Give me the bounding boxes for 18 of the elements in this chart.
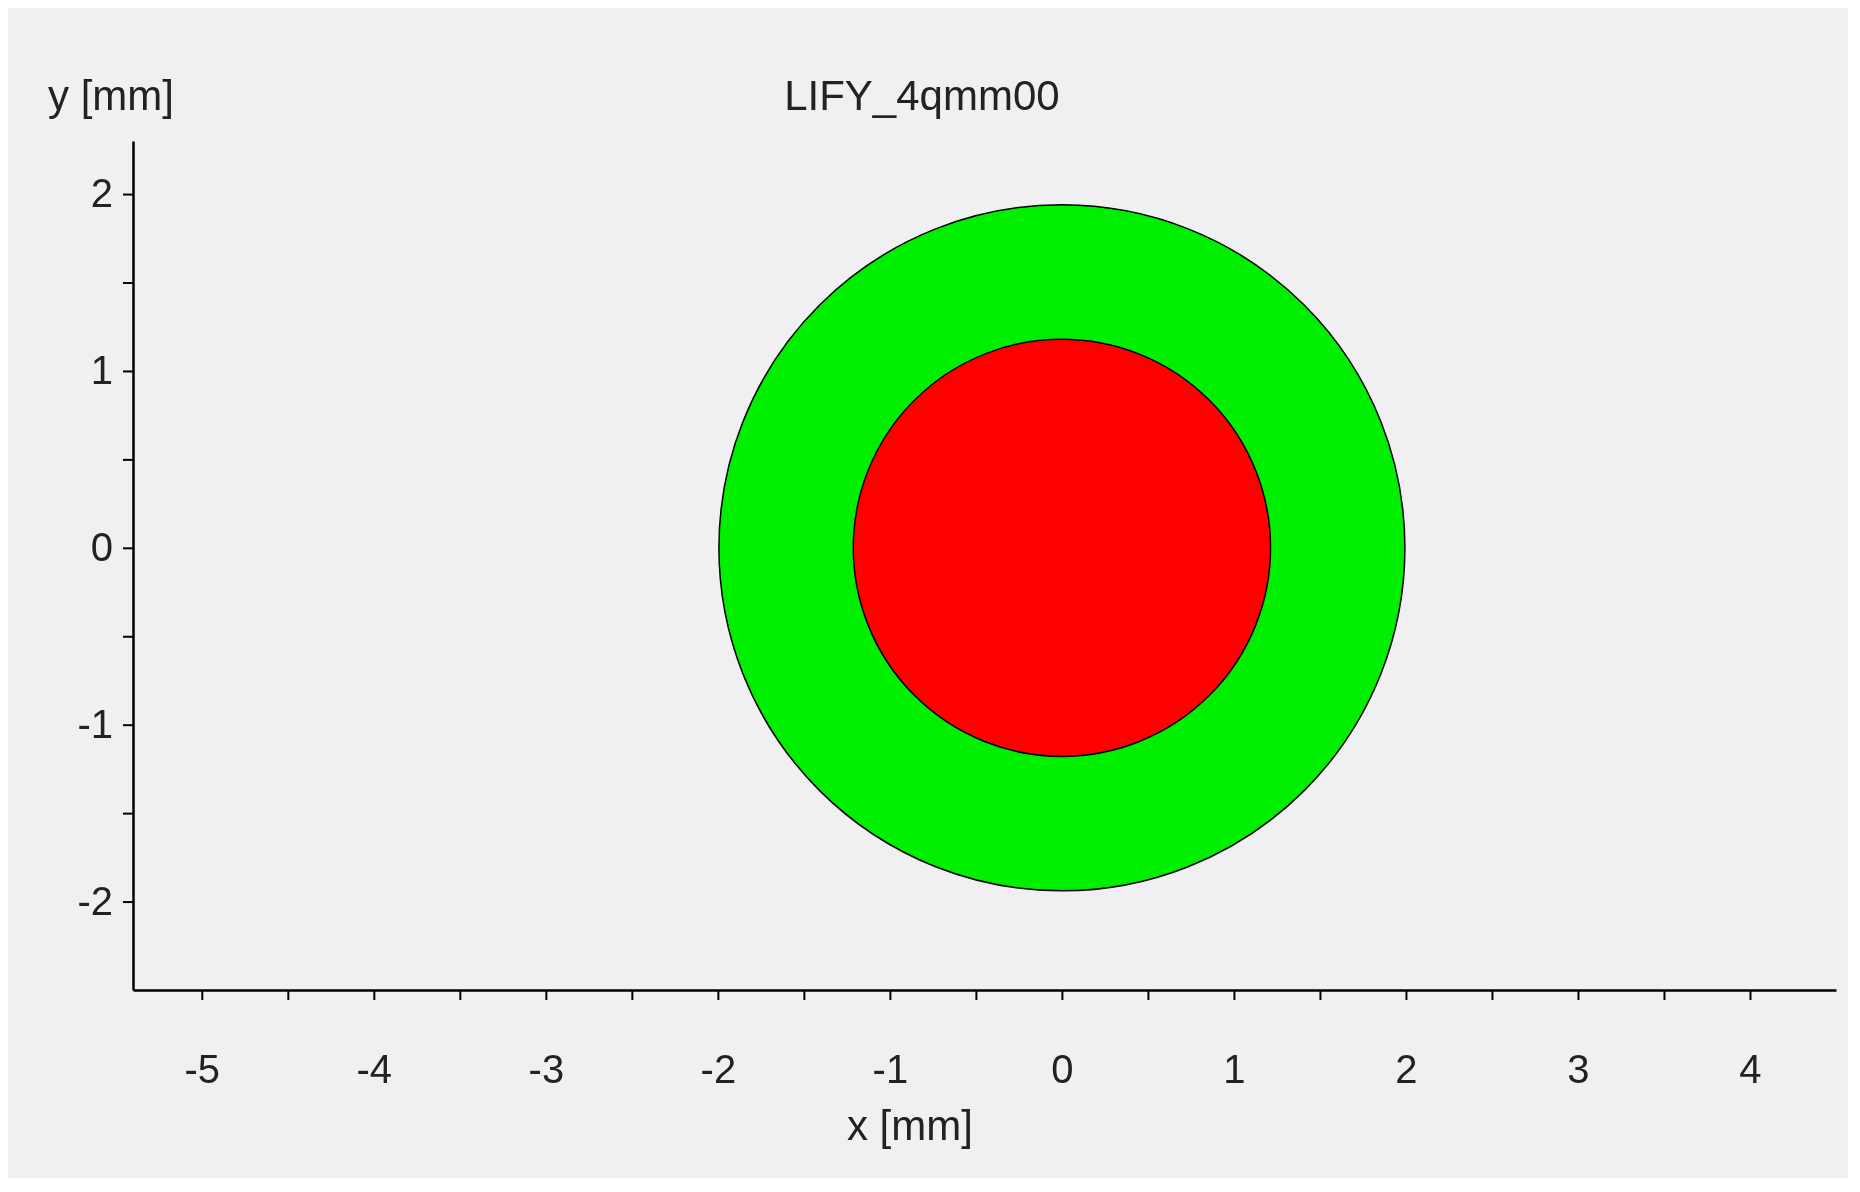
y-axis-title: y [mm] bbox=[48, 72, 174, 119]
x-axis-title: x [mm] bbox=[846, 1102, 973, 1149]
y-tick-label: 2 bbox=[90, 171, 113, 216]
y-tick-label: 1 bbox=[90, 348, 113, 393]
chart-title: LIFY_4qmm00 bbox=[784, 72, 1060, 119]
x-tick-label: -1 bbox=[872, 1047, 909, 1092]
y-tick-label: -2 bbox=[77, 878, 113, 923]
x-tick-label: -2 bbox=[700, 1047, 737, 1092]
x-tick-label: 4 bbox=[1739, 1047, 1762, 1092]
y-tick-label: -1 bbox=[77, 701, 113, 746]
x-tick-label: 1 bbox=[1223, 1047, 1246, 1092]
x-tick-label: -5 bbox=[184, 1047, 221, 1092]
y-tick-label: 0 bbox=[90, 525, 113, 570]
x-tick-label: 0 bbox=[1051, 1047, 1074, 1092]
x-tick-label: -3 bbox=[528, 1047, 565, 1092]
x-tick-label: -4 bbox=[356, 1047, 393, 1092]
x-tick-label: 2 bbox=[1395, 1047, 1418, 1092]
x-tick-label: 3 bbox=[1567, 1047, 1590, 1092]
